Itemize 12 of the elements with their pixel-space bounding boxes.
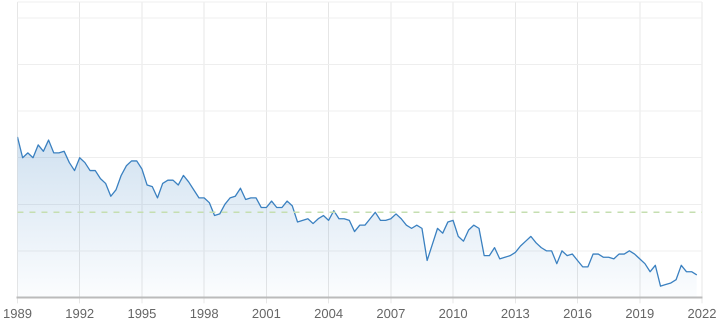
- x-tick-label: 2010: [438, 306, 468, 321]
- x-tick-label: 1992: [65, 306, 94, 321]
- x-tick-label: 1998: [190, 306, 219, 321]
- x-tick-label: 1989: [3, 306, 32, 321]
- x-tick-label: 1995: [127, 306, 156, 321]
- x-tick-label: 2019: [625, 306, 654, 321]
- x-tick-label: 2004: [314, 306, 344, 321]
- x-tick-label: 2022: [688, 306, 716, 321]
- x-tick-label: 2016: [563, 306, 592, 321]
- x-tick-label: 2013: [500, 306, 530, 321]
- x-tick-label: 2007: [376, 306, 406, 321]
- x-tick-label: 2001: [252, 306, 281, 321]
